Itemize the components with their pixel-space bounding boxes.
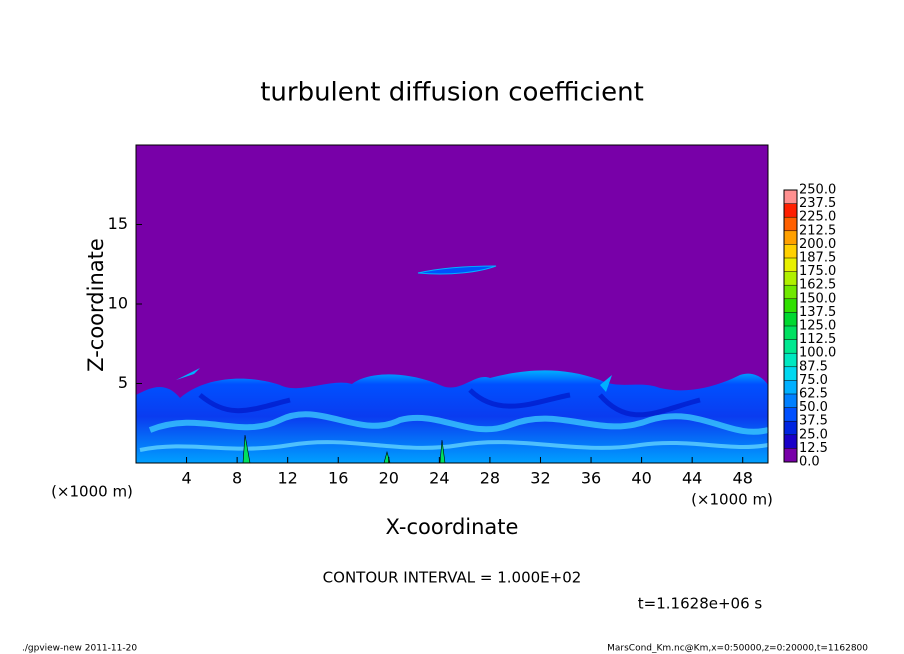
y-unit-label: (×1000 m) bbox=[51, 483, 133, 501]
colorbar-swatch bbox=[784, 434, 797, 449]
colorbar-swatch bbox=[784, 407, 797, 422]
colorbar-swatch bbox=[784, 353, 797, 367]
colorbar-label: 125.0 bbox=[799, 319, 836, 334]
colorbar-label: 112.5 bbox=[799, 332, 836, 347]
colorbar-swatch bbox=[784, 326, 797, 340]
colorbar-swatch bbox=[784, 421, 797, 435]
x-tick-label: 28 bbox=[480, 469, 500, 488]
x-tick-label: 48 bbox=[733, 469, 753, 488]
colorbar-label: 50.0 bbox=[799, 400, 828, 415]
colorbar-swatch bbox=[784, 312, 797, 326]
y-tick-label: 10 bbox=[108, 294, 128, 313]
x-tick-label: 16 bbox=[328, 469, 348, 488]
colorbar-label: 212.5 bbox=[799, 223, 836, 238]
field bbox=[135, 144, 769, 464]
x-tick-label: 8 bbox=[232, 469, 242, 488]
colorbar-swatch bbox=[784, 217, 797, 231]
colorbar-label: 225.0 bbox=[799, 210, 836, 225]
x-tick-label: 12 bbox=[278, 469, 298, 488]
x-tick-label: 40 bbox=[631, 469, 651, 488]
time-label: t=1.1628e+06 s bbox=[638, 595, 763, 613]
x-tick-label: 36 bbox=[581, 469, 601, 488]
colorbar-swatch bbox=[784, 271, 797, 286]
colorbar-label: 150.0 bbox=[799, 291, 836, 306]
colorbar-label: 75.0 bbox=[799, 373, 828, 388]
footer-right: MarsCond_Km.nc@Km,x=0:50000,z=0:20000,t=… bbox=[607, 644, 868, 654]
x-tick-label: 4 bbox=[181, 469, 191, 488]
colorbar-label: 100.0 bbox=[799, 346, 836, 361]
contour-interval: CONTOUR INTERVAL = 1.000E+02 bbox=[323, 569, 582, 587]
colorbar-label: 175.0 bbox=[799, 264, 836, 279]
colorbar-swatch bbox=[784, 258, 797, 272]
footer-left: ./gpview-new 2011-11-20 bbox=[22, 644, 137, 654]
x-tick-label: 32 bbox=[530, 469, 550, 488]
colorbar-label: 62.5 bbox=[799, 387, 828, 402]
colorbar-label: 187.5 bbox=[799, 251, 836, 266]
colorbar-swatch bbox=[784, 394, 797, 408]
colorbar-label: 237.5 bbox=[799, 196, 836, 211]
colorbar-swatch bbox=[784, 298, 797, 313]
x-unit-label: (×1000 m) bbox=[691, 491, 773, 509]
y-axis-label: Z-coordinate bbox=[84, 238, 108, 372]
colorbar-label: 0.0 bbox=[799, 455, 820, 470]
colorbar-swatch bbox=[784, 230, 797, 245]
colorbar-label: 87.5 bbox=[799, 359, 828, 374]
colorbar-label: 250.0 bbox=[799, 183, 836, 198]
colorbar-label: 37.5 bbox=[799, 414, 828, 429]
colorbar-swatch bbox=[784, 380, 797, 394]
colorbar-swatch bbox=[784, 190, 797, 204]
x-tick-label: 24 bbox=[429, 469, 449, 488]
colorbar-swatch bbox=[784, 285, 797, 299]
colorbar-label: 12.5 bbox=[799, 441, 828, 456]
y-tick-label: 15 bbox=[108, 214, 128, 233]
x-axis-label: X-coordinate bbox=[386, 515, 519, 539]
colorbar-label: 162.5 bbox=[799, 278, 836, 293]
colorbar-label: 137.5 bbox=[799, 305, 836, 320]
colorbar-swatch bbox=[784, 339, 797, 354]
colorbar-label: 25.0 bbox=[799, 427, 828, 442]
colorbar-swatch bbox=[784, 244, 797, 258]
chart-title: turbulent diffusion coefficient bbox=[260, 78, 644, 108]
x-tick-label: 20 bbox=[379, 469, 399, 488]
y-tick-label: 5 bbox=[118, 373, 128, 392]
colorbar-label: 200.0 bbox=[799, 237, 836, 252]
colorbar-swatch bbox=[784, 448, 797, 462]
colorbar-swatch bbox=[784, 203, 797, 218]
colorbar-swatch bbox=[784, 366, 797, 381]
x-tick-label: 44 bbox=[682, 469, 702, 488]
